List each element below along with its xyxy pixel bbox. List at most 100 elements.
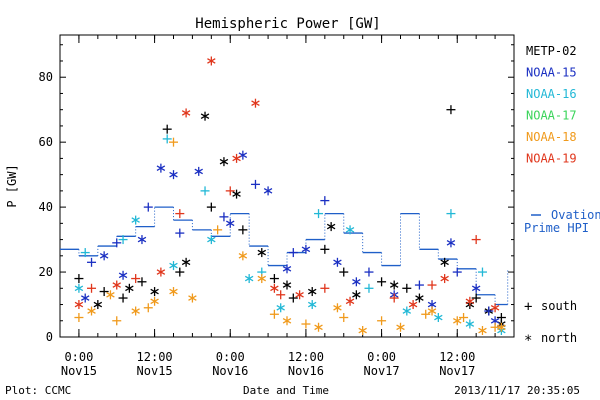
marker-stroke — [314, 324, 323, 331]
north-marker-noaa-16 — [169, 261, 178, 271]
north-marker-noaa-15 — [137, 235, 147, 245]
south-marker-noaa-18 — [143, 303, 153, 313]
south-marker-noaa-18 — [421, 309, 431, 319]
north-marker-symbol: * — [524, 333, 532, 349]
north-marker-noaa-18 — [131, 306, 140, 316]
marker-stroke — [453, 317, 462, 324]
marker-stroke — [345, 227, 355, 233]
north-marker-noaa-16 — [244, 274, 254, 284]
legend-entry-noaa-16: NOAA-16 — [526, 87, 577, 101]
south-marker-noaa-19 — [131, 274, 141, 284]
south-marker-noaa-18 — [490, 322, 500, 332]
plot-frame — [59, 34, 515, 338]
x-axis: 0:00Nov1512:00Nov150:00Nov1612:00Nov160:… — [61, 35, 496, 378]
south-marker-noaa-18 — [339, 313, 349, 323]
marker-stroke — [282, 282, 292, 288]
x-tick-time-label: 12:00 — [288, 350, 324, 364]
ovation-legend-label-line1: Ovation — [551, 208, 600, 222]
north-marker-metp-02 — [440, 257, 449, 267]
north-marker-metp-02 — [93, 300, 103, 310]
south-marker-noaa-16 — [80, 248, 90, 258]
south-marker-noaa-18 — [213, 225, 223, 235]
marker-stroke — [169, 262, 178, 269]
south-marker-noaa-18 — [169, 137, 178, 147]
marker-stroke — [80, 295, 90, 301]
south-marker-noaa-19 — [87, 283, 97, 293]
marker-stroke — [263, 188, 273, 194]
north-marker-noaa-18 — [282, 316, 292, 326]
south-marker-metp-02 — [74, 274, 84, 284]
north-marker-metp-02 — [150, 287, 159, 297]
south-marker-noaa-15 — [414, 280, 424, 290]
south-marker-noaa-18 — [459, 313, 469, 323]
north-marker-noaa-16 — [74, 283, 84, 293]
north-marker-noaa-18 — [257, 274, 267, 284]
marker-stroke — [396, 324, 405, 331]
south-marker-noaa-18 — [301, 319, 311, 329]
marker-stroke — [150, 298, 159, 305]
x-tick-time-label: 0:00 — [367, 350, 396, 364]
plot-timestamp: 2013/11/17 20:35:05 — [454, 384, 580, 397]
north-marker-noaa-15 — [194, 166, 203, 176]
x-tick-time-label: 12:00 — [439, 350, 475, 364]
north-marker-metp-02 — [232, 189, 241, 199]
north-marker-noaa-19 — [408, 300, 418, 310]
x-tick-time-label: 0:00 — [64, 350, 93, 364]
marker-stroke — [219, 158, 229, 165]
north-marker-noaa-19 — [270, 283, 279, 293]
y-tick-label: 80 — [39, 70, 53, 84]
north-marker-metp-02 — [307, 287, 317, 297]
south-marker-metp-02 — [288, 293, 298, 303]
south-marker-metp-02 — [269, 274, 279, 284]
x-axis-label: Date and Time — [243, 384, 329, 397]
marker-stroke — [112, 282, 121, 288]
north-marker-noaa-15 — [446, 238, 456, 248]
marker-stroke — [440, 259, 449, 266]
marker-stroke — [150, 288, 159, 295]
north-marker-noaa-16 — [465, 319, 475, 329]
north-marker-noaa-16 — [402, 306, 412, 316]
marker-stroke — [156, 269, 166, 275]
series-legend: METP-02 NOAA-15 NOAA-16 NOAA-17 NOAA-18 NOAA-… — [526, 44, 577, 166]
marker-stroke — [93, 301, 103, 308]
south-marker-metp-02 — [471, 293, 481, 303]
marker-stroke — [478, 327, 487, 334]
south-marker-noaa-15 — [484, 306, 494, 316]
marker-stroke — [118, 272, 128, 279]
north-marker-noaa-19 — [112, 280, 121, 290]
north-marker-metp-02 — [200, 111, 210, 121]
north-marker-metp-02 — [326, 222, 336, 232]
north-marker-noaa-16 — [345, 225, 355, 235]
north-marker-noaa-18 — [358, 326, 367, 336]
north-marker-noaa-16 — [131, 215, 140, 225]
south-marker-metp-02 — [339, 267, 349, 277]
north-marker-noaa-19 — [74, 300, 84, 310]
legend-entry-noaa-19: NOAA-19 — [526, 152, 577, 166]
marker-stroke — [251, 100, 260, 107]
north-marker-noaa-15 — [226, 218, 235, 228]
north-marker-noaa-19 — [181, 108, 191, 118]
marker-stroke — [181, 110, 191, 116]
north-marker-noaa-15 — [282, 264, 292, 274]
marker-stroke — [87, 308, 96, 314]
south-marker-metp-02 — [320, 244, 330, 254]
north-marker-metp-02 — [352, 290, 361, 300]
north-marker-noaa-18 — [497, 322, 506, 332]
north-marker-noaa-19 — [490, 303, 500, 313]
south-marker-noaa-15 — [175, 228, 185, 238]
south-marker-metp-02 — [162, 124, 172, 134]
marker-stroke — [389, 282, 399, 288]
marker-stroke — [131, 308, 140, 314]
x-tick-date-label: Nov16 — [288, 364, 324, 378]
south-marker-noaa-15 — [87, 257, 97, 267]
marker-stroke — [490, 317, 500, 324]
x-tick-date-label: Nov16 — [212, 364, 248, 378]
marker-stroke — [232, 155, 241, 162]
marker-stroke — [427, 308, 437, 314]
chart-title: Hemispheric Power [GW] — [195, 16, 380, 32]
marker-stroke — [440, 275, 449, 282]
marker-stroke — [307, 288, 317, 295]
north-marker-noaa-19 — [295, 290, 304, 300]
x-tick-date-label: Nov15 — [61, 364, 97, 378]
north-marker-metp-02 — [389, 280, 399, 290]
